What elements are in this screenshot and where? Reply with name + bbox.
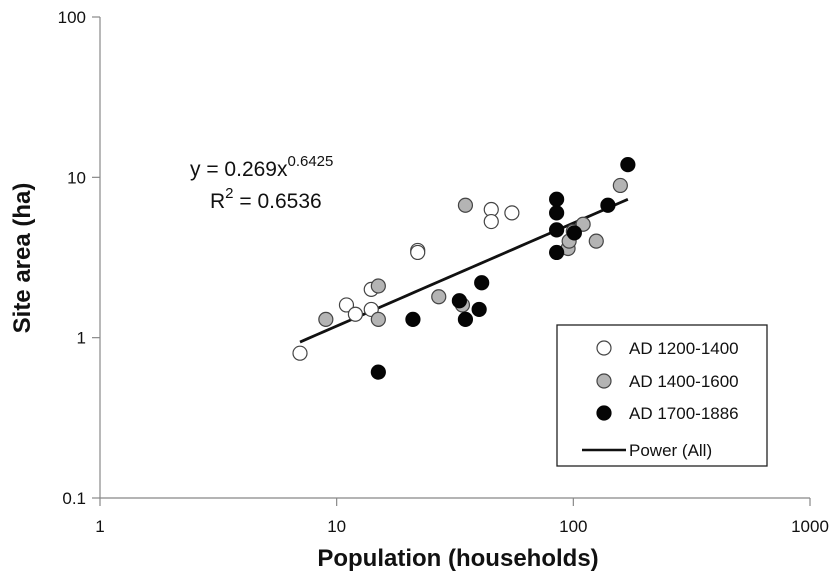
data-point-ad-1400-1600 [431,289,447,305]
data-point-ad-1700-1886 [405,311,421,327]
legend-marker-1700-1886 [596,405,612,421]
data-point-ad-1200-1400 [410,244,426,261]
data-point-ad-1400-1600 [457,197,474,213]
legend-label-1200-1400: AD 1200-1400 [629,339,739,358]
y-tick-label: 0.1 [62,489,86,508]
data-point-ad-1400-1600 [370,278,386,294]
data-point-ad-1700-1886 [370,364,386,380]
data-points [292,157,636,380]
r2-value: = 0.6536 [234,190,322,213]
x-tick-label: 1 [95,517,104,536]
axes: 0.1 1 10 100 1 10 100 1000 [58,8,829,536]
data-point-ad-1400-1600 [612,177,628,194]
legend-label-1700-1886: AD 1700-1886 [629,404,739,423]
x-tick-label: 100 [559,517,587,536]
trend-equation-exponent: 0.6425 [287,153,333,170]
legend-label-1400-1600: AD 1400-1600 [629,372,739,391]
data-point-ad-1700-1886 [457,311,474,327]
data-point-ad-1700-1886 [549,244,565,261]
data-point-ad-1400-1600 [318,311,334,327]
y-tick-label: 100 [58,8,86,27]
data-point-ad-1200-1400 [347,306,364,322]
data-point-ad-1700-1886 [549,191,565,207]
data-point-ad-1400-1600 [370,311,386,327]
r2-superscript: 2 [225,185,233,202]
trend-equation-base: y = 0.269x [190,158,288,181]
legend-marker-1400-1600 [596,373,612,389]
x-tick-label: 10 [327,517,346,536]
data-point-ad-1700-1886 [600,197,616,213]
data-point-ad-1400-1600 [588,233,604,249]
y-tick-label: 10 [67,168,86,187]
legend-box [556,324,768,467]
data-point-ad-1200-1400 [504,205,520,221]
data-point-ad-1700-1886 [566,225,582,241]
data-point-ad-1200-1400 [292,345,308,361]
y-tick-label: 1 [77,329,86,348]
data-point-ad-1700-1886 [471,301,487,318]
trend-r-squared: R2 = 0.6536 [210,185,322,213]
legend: AD 1200-1400 AD 1400-1600 AD 1700-1886 P… [556,324,768,467]
data-point-ad-1700-1886 [549,222,565,238]
trend-equation: y = 0.269x0.6425 [190,153,333,181]
data-point-ad-1700-1886 [474,275,490,291]
data-point-ad-1200-1400 [338,297,355,313]
x-tick-label: 1000 [791,517,829,536]
data-point-ad-1700-1886 [451,293,467,309]
data-point-ad-1200-1400 [483,213,499,230]
data-point-ad-1700-1886 [620,157,636,173]
y-axis-title: Site area (ha) [9,183,36,334]
legend-marker-1200-1400 [596,340,612,356]
x-axis-title: Population (households) [317,545,598,572]
legend-label-power: Power (All) [629,441,712,460]
r2-symbol: R [210,190,225,213]
data-point-ad-1700-1886 [549,205,565,221]
